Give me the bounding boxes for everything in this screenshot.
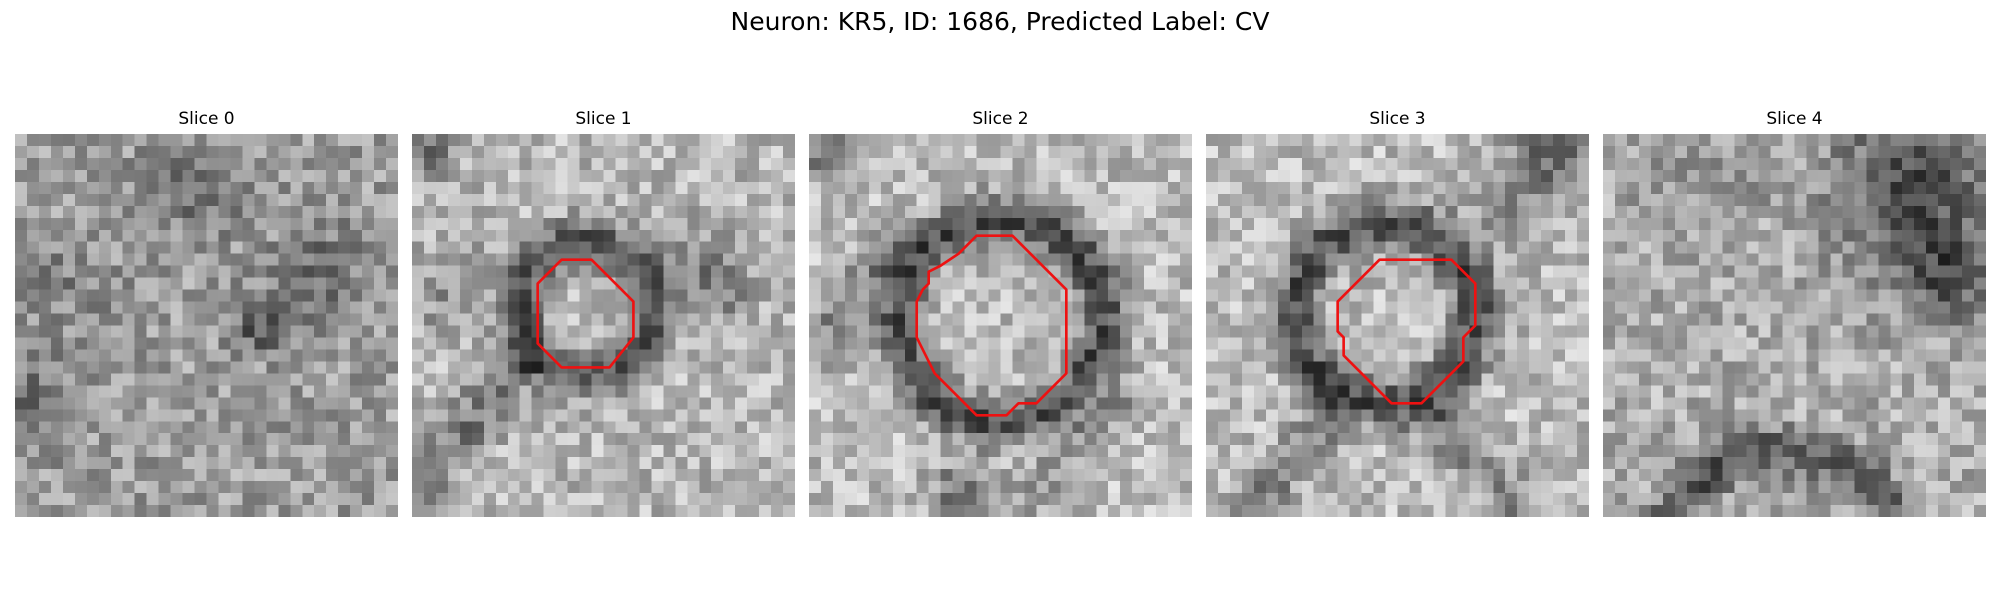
slice-image	[1603, 134, 1986, 517]
slice-heatmap	[1603, 134, 1986, 517]
slice-title: Slice 3	[1206, 108, 1589, 130]
slice-title: Slice 4	[1603, 108, 1986, 130]
pixel-grid	[1206, 134, 1589, 517]
slice-panel-3: Slice 3	[1206, 0, 1589, 600]
slice-title: Slice 1	[412, 108, 795, 130]
pixel-grid	[809, 134, 1192, 517]
pixel-grid	[15, 134, 398, 517]
slice-image	[809, 134, 1192, 517]
pixel-grid	[412, 134, 795, 517]
slice-panel-4: Slice 4	[1603, 0, 1986, 600]
slice-image	[1206, 134, 1589, 517]
slice-image	[15, 134, 398, 517]
slice-heatmap	[1206, 134, 1589, 517]
slice-heatmap	[412, 134, 795, 517]
slice-title: Slice 0	[15, 108, 398, 130]
slice-heatmap	[15, 134, 398, 517]
slice-image	[412, 134, 795, 517]
slice-title: Slice 2	[809, 108, 1192, 130]
slice-heatmap	[809, 134, 1192, 517]
pixel-grid	[1603, 134, 1986, 517]
slice-panel-2: Slice 2	[809, 0, 1192, 600]
slice-panel-0: Slice 0	[15, 0, 398, 600]
slice-panel-1: Slice 1	[412, 0, 795, 600]
